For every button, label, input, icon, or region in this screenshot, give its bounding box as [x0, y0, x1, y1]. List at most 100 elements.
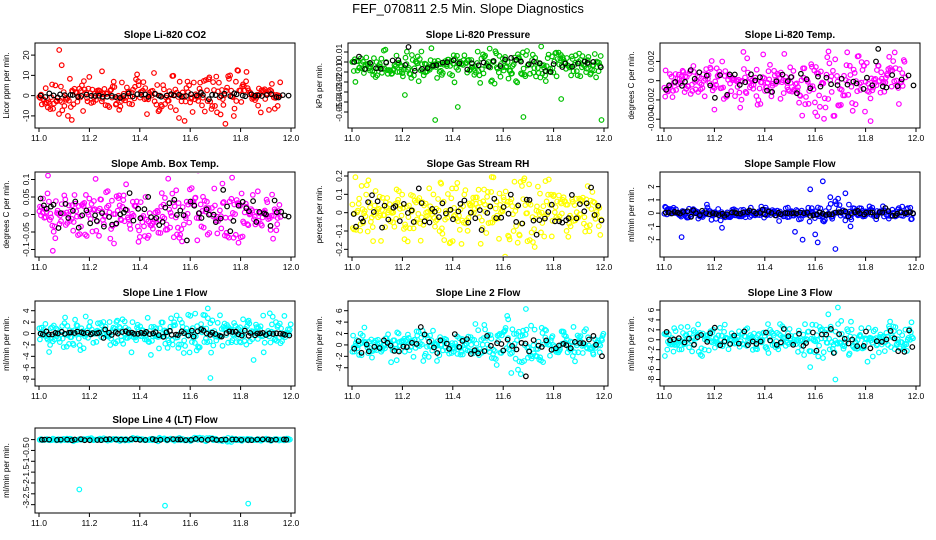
data-point — [204, 87, 210, 94]
y-axis-label: degrees C per min. — [2, 180, 11, 248]
data-point — [49, 247, 56, 254]
data-point — [189, 325, 196, 332]
data-point — [713, 81, 719, 88]
reference-point — [439, 200, 446, 207]
reference-point — [413, 341, 420, 347]
reference-point — [405, 44, 412, 50]
reference-point — [285, 92, 292, 99]
data-point — [235, 67, 242, 74]
reference-point — [663, 86, 669, 93]
y-tick-label: 2 — [334, 331, 344, 336]
data-point — [48, 214, 54, 221]
x-tick-label: 11.2 — [81, 133, 97, 143]
data-point — [219, 199, 226, 206]
data-point — [438, 180, 445, 187]
reference-point — [369, 192, 375, 199]
reference-point — [569, 63, 575, 70]
reference-point — [584, 60, 591, 66]
reference-point — [670, 336, 677, 343]
reference-point — [405, 210, 411, 216]
reference-point — [358, 349, 365, 356]
data-point — [720, 341, 726, 348]
data-point — [452, 340, 459, 347]
reference-point — [828, 326, 834, 332]
data-point — [596, 341, 602, 348]
data-point — [531, 326, 538, 333]
reference-point — [145, 193, 152, 200]
data-point — [46, 198, 52, 205]
data-point — [470, 194, 477, 201]
reference-point — [801, 210, 807, 217]
data-point — [206, 230, 213, 236]
data-point — [901, 58, 908, 65]
data-point — [167, 104, 174, 110]
data-point — [834, 72, 840, 79]
data-point — [146, 339, 153, 346]
y-tick-label: 6 — [334, 308, 344, 313]
reference-point — [125, 90, 132, 97]
reference-point — [550, 61, 557, 67]
y-tick-label: -2.5 — [21, 486, 31, 501]
y-tick-label: -3 — [21, 501, 31, 509]
data-point — [371, 202, 378, 209]
figure-title: FEF_070811 2.5 Min. Slope Diagnostics — [352, 1, 584, 16]
data-point — [766, 76, 773, 83]
data-point — [492, 205, 499, 212]
data-point — [173, 187, 180, 194]
data-point — [669, 94, 676, 100]
reference-point — [727, 341, 734, 347]
reference-point — [804, 209, 811, 216]
data-point — [106, 319, 113, 325]
reference-point — [40, 331, 46, 338]
reference-point — [712, 94, 718, 101]
reference-point — [679, 82, 685, 89]
data-point — [245, 222, 252, 229]
data-point — [278, 325, 285, 332]
reference-point — [475, 62, 482, 69]
reference-point — [836, 331, 842, 338]
reference-point — [252, 92, 259, 99]
data-point — [841, 92, 848, 99]
data-point — [263, 196, 270, 203]
data-point — [164, 345, 171, 351]
data-point — [425, 208, 431, 215]
reference-point — [709, 210, 716, 217]
data-point — [668, 73, 675, 80]
reference-point — [717, 342, 724, 349]
data-point — [395, 188, 402, 195]
data-point — [212, 102, 218, 109]
data-point — [540, 359, 546, 366]
reference-point — [96, 92, 102, 99]
data-point — [52, 235, 59, 242]
data-point — [834, 78, 841, 85]
data-point — [477, 240, 484, 247]
data-point — [833, 201, 840, 208]
data-point — [551, 209, 558, 216]
data-point — [504, 313, 511, 319]
reference-point — [745, 342, 751, 349]
reference-point — [867, 209, 874, 216]
data-point — [583, 65, 590, 72]
data-point — [167, 209, 174, 216]
reference-point — [535, 342, 542, 349]
data-point — [799, 236, 806, 243]
reference-point — [451, 331, 458, 338]
reference-point — [562, 60, 569, 67]
data-point — [533, 59, 540, 66]
data-point — [80, 203, 87, 210]
reference-point — [205, 96, 212, 103]
y-tick-label: -0.03 — [334, 82, 344, 102]
data-point — [165, 97, 172, 104]
data-point — [406, 202, 412, 209]
data-point — [838, 86, 845, 93]
reference-point — [733, 210, 740, 217]
data-point — [178, 226, 185, 233]
data-point — [217, 312, 223, 319]
reference-point — [92, 212, 98, 219]
reference-point — [400, 200, 407, 207]
data-point — [487, 219, 494, 226]
reference-point — [195, 210, 202, 217]
data-point — [161, 194, 168, 201]
data-point — [45, 173, 51, 179]
